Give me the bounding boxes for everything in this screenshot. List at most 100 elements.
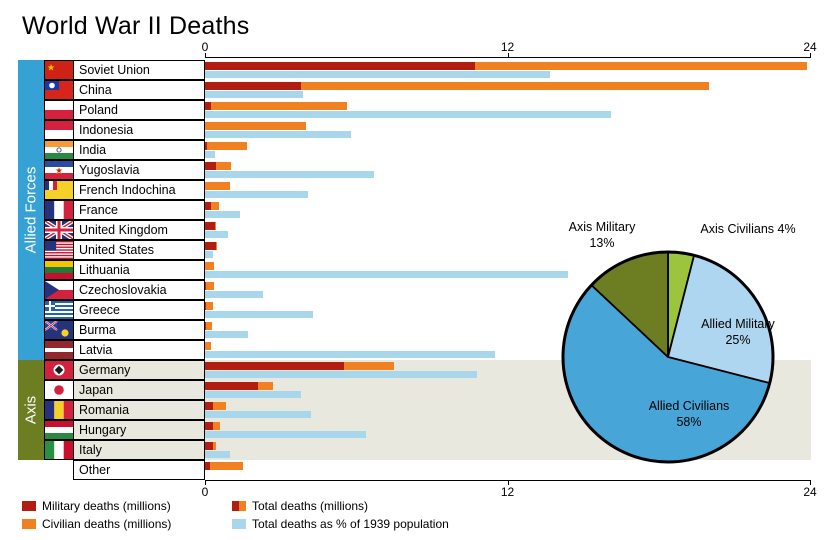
flag-greece-icon <box>44 300 74 320</box>
civilian-deaths-bar <box>205 122 306 130</box>
country-bars <box>205 400 811 420</box>
civilian-deaths-bar <box>213 442 217 450</box>
military-deaths-bar <box>205 242 216 250</box>
percent-of-population-bar <box>205 91 304 98</box>
military-deaths-bar <box>205 282 206 290</box>
country-bars <box>205 260 811 280</box>
bottom-axis-tick <box>205 481 206 485</box>
country-row: Romania <box>0 400 830 420</box>
bottom-axis-tick <box>810 481 811 485</box>
legend-item-civilian: Civilian deaths (millions) <box>22 518 171 531</box>
military-deaths-bar <box>205 222 215 230</box>
bottom-axis-line <box>205 480 811 481</box>
military-deaths-bar <box>205 362 344 370</box>
group-band-allied-forces <box>18 60 44 360</box>
percent-of-population-bar <box>205 231 228 238</box>
country-name: Germany <box>79 363 131 377</box>
percent-of-population-bar <box>205 271 568 278</box>
flag-graphic <box>45 441 73 459</box>
flag-graphic: ★ <box>45 161 73 179</box>
civilian-deaths-bar <box>205 282 214 290</box>
country-name: Burma <box>79 323 116 337</box>
military-deaths-bar <box>205 302 206 310</box>
country-label-box: Greece <box>73 300 205 320</box>
military-deaths-bar <box>205 402 213 410</box>
country-label-box: Lithuania <box>73 260 205 280</box>
country-row: China <box>0 80 830 100</box>
country-row: Lithuania <box>0 260 830 280</box>
civilian-deaths-bar <box>210 462 243 470</box>
country-bars <box>205 460 811 480</box>
country-bars <box>205 340 811 360</box>
country-label-box: India <box>73 140 205 160</box>
civilian-deaths-bar <box>205 342 211 350</box>
military-deaths-bar <box>205 142 208 150</box>
bottom-axis-tick-label: 0 <box>201 485 209 499</box>
civilian-deaths-bar <box>211 102 347 110</box>
percent-of-population-bar <box>205 311 314 318</box>
country-label-box: Czechoslovakia <box>73 280 205 300</box>
flag-graphic <box>45 241 73 259</box>
percent-of-population-bar <box>205 71 551 78</box>
civilian-deaths-bar <box>300 82 710 90</box>
country-bars <box>205 160 811 180</box>
flag-graphic <box>45 281 73 299</box>
military-deaths-bar <box>205 322 206 330</box>
country-label-box: Yugoslavia <box>73 160 205 180</box>
legend-percent-swatch <box>232 519 246 529</box>
country-label-box: United States <box>73 240 205 260</box>
military-deaths-bar <box>205 102 212 110</box>
top-axis-tick <box>205 53 206 57</box>
military-deaths-bar <box>205 62 475 70</box>
country-bars <box>205 280 811 300</box>
country-bars <box>205 360 811 380</box>
military-deaths-bar <box>205 442 214 450</box>
military-deaths-bar <box>205 462 211 470</box>
pie-outline <box>561 250 775 464</box>
percent-of-population-bar <box>205 131 352 138</box>
top-axis-line <box>205 57 811 58</box>
flag-france-icon <box>44 200 74 220</box>
percent-of-population-bar <box>205 431 367 438</box>
flag-burma-icon <box>44 320 74 340</box>
country-row: Greece <box>0 300 830 320</box>
pie-label-allied-civilians: Allied Civilians 58% <box>648 399 730 429</box>
civilian-deaths-bar <box>474 62 808 70</box>
percent-of-population-bar <box>205 291 263 298</box>
flag-graphic <box>45 81 73 99</box>
country-bars <box>205 180 811 200</box>
flag-united-states-icon <box>44 240 74 260</box>
country-name: Italy <box>79 443 102 457</box>
country-name: French Indochina <box>79 183 176 197</box>
top-axis-tick-label: 0 <box>201 40 209 54</box>
legend-item-total: Total deaths (millions) <box>232 500 368 513</box>
country-bars <box>205 240 811 260</box>
country-row: France <box>0 200 830 220</box>
flag-graphic <box>45 321 73 339</box>
country-label-box: China <box>73 80 205 100</box>
flag-graphic <box>45 221 73 239</box>
country-name: United Kingdom <box>79 223 168 237</box>
country-bars <box>205 60 811 80</box>
military-deaths-bar <box>205 162 217 170</box>
country-name: Japan <box>79 383 114 397</box>
flag-soviet-union-icon: ★ <box>44 60 74 80</box>
pie-label-axis-military: Axis Military 13% <box>568 220 636 250</box>
legend-item-percent: Total deaths as % of 1939 population <box>232 518 449 531</box>
country-label-box: French Indochina <box>73 180 205 200</box>
country-row: Czechoslovakia <box>0 280 830 300</box>
country-row: Poland <box>0 100 830 120</box>
country-row: India <box>0 140 830 160</box>
country-bars <box>205 100 811 120</box>
country-name: Latvia <box>79 343 113 357</box>
military-deaths-bar <box>205 202 211 210</box>
country-label-box: Latvia <box>73 340 205 360</box>
country-name: India <box>79 143 107 157</box>
country-label-box: Italy <box>73 440 205 460</box>
bottom-axis-tick <box>507 481 509 485</box>
country-row: ★ Yugoslavia <box>0 160 830 180</box>
country-label-box: France <box>73 200 205 220</box>
country-label-box: Indonesia <box>73 120 205 140</box>
flag-germany-icon <box>44 360 74 380</box>
country-name: Indonesia <box>79 123 134 137</box>
